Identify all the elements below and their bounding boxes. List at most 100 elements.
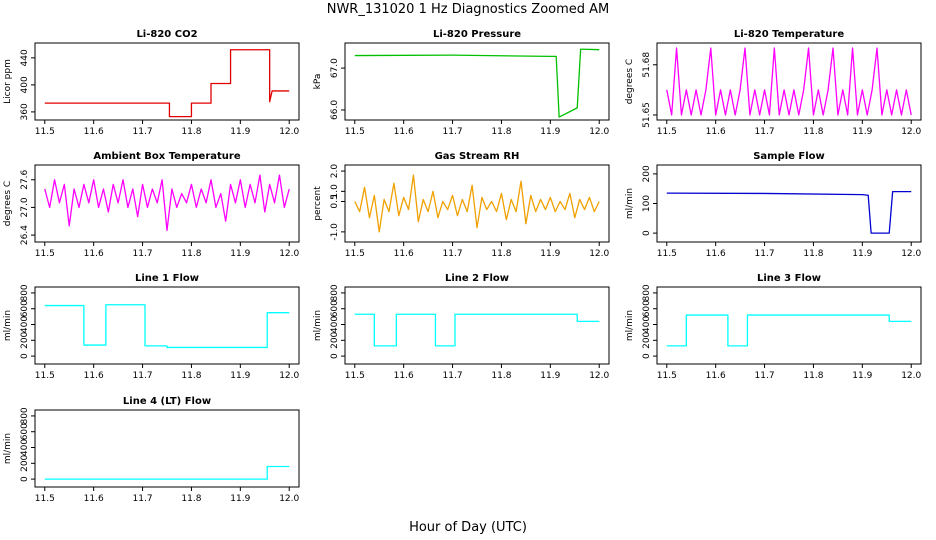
panel: Line 2 Flow ml/min 11.5 11.6 11.7 11.8 11.9 12.… xyxy=(313,273,610,381)
x-tick-label: 11.8 xyxy=(181,127,201,137)
y-tick-label: 0.5 xyxy=(330,194,340,208)
x-tick-label: 11.5 xyxy=(345,127,365,137)
x-tick-label: 12.0 xyxy=(589,127,609,137)
y-tick-label: 600 xyxy=(642,300,652,317)
y-tick-label: 66.0 xyxy=(330,100,340,120)
x-tick-label: 12.0 xyxy=(279,371,299,381)
data-line xyxy=(44,304,290,349)
x-tick-label: 11.6 xyxy=(84,249,104,259)
y-tick-label: 400 xyxy=(642,316,652,333)
x-tick-label: 11.8 xyxy=(181,494,201,504)
data-line xyxy=(666,47,912,116)
plot-area xyxy=(44,465,290,480)
x-tick-label: 11.8 xyxy=(181,371,201,381)
plot-area xyxy=(44,49,290,118)
axes-box xyxy=(656,42,922,121)
plot-area xyxy=(44,304,290,349)
x-tick-label: 11.5 xyxy=(345,371,365,381)
data-line xyxy=(666,314,912,347)
y-axis-label: degrees C xyxy=(3,181,13,226)
panel-title: Li-820 Temperature xyxy=(734,29,844,40)
x-tick-label: 11.8 xyxy=(491,127,511,137)
data-line xyxy=(666,191,912,234)
x-tick-label: 12.0 xyxy=(279,249,299,259)
x-tick-label: 11.7 xyxy=(133,371,153,381)
y-tick-label: 27.0 xyxy=(20,197,30,217)
x-tick-label: 11.5 xyxy=(657,249,677,259)
x-tick-label: 12.0 xyxy=(589,371,609,381)
y-tick-label: 51.65 xyxy=(642,102,652,128)
x-tick-label: 11.8 xyxy=(491,249,511,259)
x-tick-label: 11.9 xyxy=(540,249,560,259)
y-tick-label: 800 xyxy=(20,407,30,424)
panel: Li-820 CO2 Licor ppm 11.5 11.6 11.7 11.8 11.9 1… xyxy=(3,29,300,137)
x-tick-label: 11.7 xyxy=(755,249,775,259)
y-tick-label: 200 xyxy=(642,331,652,348)
y-tick-label: 800 xyxy=(330,284,340,301)
x-tick-label: 11.5 xyxy=(657,127,677,137)
data-line xyxy=(354,174,600,233)
panel: Gas Stream RH percent 11.5 11.6 11.7 11.8 11.9… xyxy=(313,151,610,259)
panel-title: Ambient Box Temperature xyxy=(93,151,240,162)
x-tick-label: 11.8 xyxy=(803,127,823,137)
y-tick-label: 200 xyxy=(20,331,30,348)
x-tick-label: 11.7 xyxy=(443,249,463,259)
panel-title: Line 3 Flow xyxy=(757,273,821,284)
x-tick-label: 11.6 xyxy=(394,371,414,381)
x-tick-label: 11.7 xyxy=(133,249,153,259)
y-tick-label: 400 xyxy=(20,76,30,93)
y-tick-label: 27.6 xyxy=(20,169,30,189)
x-tick-label: 11.6 xyxy=(84,127,104,137)
panel: Li-820 Temperature degrees C 11.5 11.6 11.7 1… xyxy=(625,29,922,137)
x-tick-label: 11.8 xyxy=(803,371,823,381)
x-tick-label: 11.6 xyxy=(84,371,104,381)
y-axis-label: ml/min xyxy=(3,310,13,341)
x-tick-label: 11.5 xyxy=(35,249,55,259)
x-tick-label: 12.0 xyxy=(901,249,921,259)
y-tick-label: 26.4 xyxy=(20,225,30,245)
y-tick-label: 0 xyxy=(20,353,30,359)
y-tick-label: 100 xyxy=(642,195,652,212)
panel: Line 1 Flow ml/min 11.5 11.6 11.7 11.8 11.9 12.… xyxy=(3,273,300,381)
panel: Line 3 Flow ml/min 11.5 11.6 11.7 11.8 11.9 12.… xyxy=(625,273,922,381)
y-tick-label: 200 xyxy=(330,331,340,348)
x-tick-label: 11.9 xyxy=(230,127,250,137)
x-tick-label: 11.9 xyxy=(852,249,872,259)
data-line xyxy=(354,313,600,347)
x-tick-label: 11.7 xyxy=(755,371,775,381)
plot-area xyxy=(354,48,600,118)
y-axis-label: degrees C xyxy=(625,59,635,104)
x-tick-label: 12.0 xyxy=(901,371,921,381)
y-tick-label: 2.0 xyxy=(330,164,340,179)
y-tick-label: 800 xyxy=(642,284,652,301)
x-tick-label: 11.9 xyxy=(852,127,872,137)
panel: Sample Flow ml/min 11.5 11.6 11.7 11.8 11.9 12.… xyxy=(625,151,922,259)
x-axis-label: Hour of Day (UTC) xyxy=(409,520,527,535)
data-line xyxy=(44,465,290,480)
y-tick-label: -1.0 xyxy=(330,223,340,241)
x-tick-label: 11.6 xyxy=(706,371,726,381)
axes-box xyxy=(344,164,610,243)
plot-area xyxy=(354,174,600,233)
y-tick-label: 400 xyxy=(20,439,30,456)
y-tick-label: 360 xyxy=(20,103,30,120)
x-tick-label: 12.0 xyxy=(589,249,609,259)
x-tick-label: 12.0 xyxy=(901,127,921,137)
page-title: NWR_131020 1 Hz Diagnostics Zoomed AM xyxy=(327,2,610,17)
x-tick-label: 11.7 xyxy=(133,127,153,137)
x-tick-label: 11.5 xyxy=(345,249,365,259)
axes-box xyxy=(344,42,610,121)
x-tick-label: 11.6 xyxy=(84,494,104,504)
x-tick-label: 11.6 xyxy=(394,127,414,137)
y-axis-label: ml/min xyxy=(3,433,13,464)
x-tick-label: 11.9 xyxy=(230,494,250,504)
y-axis-label: Licor ppm xyxy=(3,59,13,104)
y-tick-label: 51.68 xyxy=(642,52,652,78)
y-tick-label: 600 xyxy=(330,300,340,317)
y-tick-label: 200 xyxy=(20,454,30,471)
x-tick-label: 11.9 xyxy=(540,371,560,381)
x-tick-label: 11.8 xyxy=(491,371,511,381)
y-tick-label: 67.0 xyxy=(330,58,340,78)
